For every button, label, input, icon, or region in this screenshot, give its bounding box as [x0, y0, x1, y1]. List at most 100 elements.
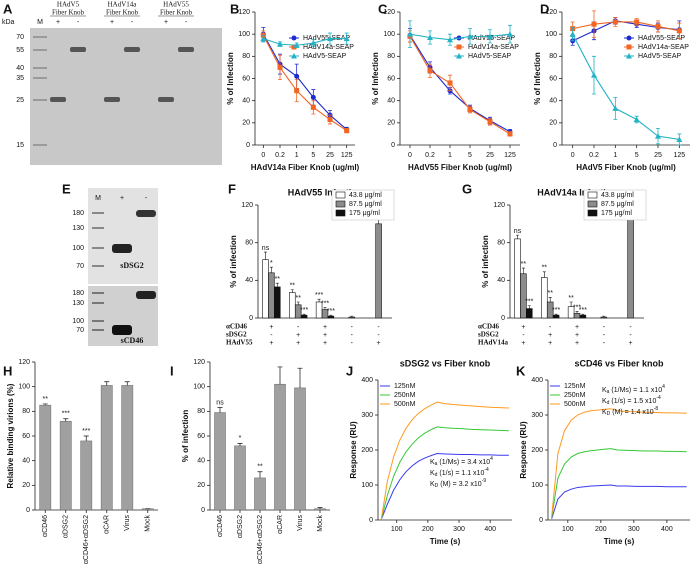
x-tick-label: 100 [391, 526, 403, 533]
significance-label: ** [542, 265, 548, 272]
x-tick-label: 1 [613, 152, 617, 159]
panel-label: F [228, 181, 236, 196]
condition-sign: + [521, 340, 525, 347]
condition-sign: - [629, 332, 632, 339]
y-tick-label: 0 [539, 517, 543, 524]
error-bar [329, 314, 333, 317]
y-tick-label: 0 [391, 142, 395, 149]
y-axis-label: Relative binding virions (%) [6, 383, 15, 488]
condition-sign: - [270, 332, 273, 339]
ladder-label: 35 [16, 75, 24, 82]
x-tick-label: 0.2 [589, 152, 599, 159]
error-bar [269, 266, 273, 273]
y-axis-label: % of infection [181, 410, 190, 463]
significance-label: ** [257, 464, 263, 471]
constant-subscript: a [607, 389, 610, 395]
legend-label: 43.8 μg/ml [349, 192, 382, 199]
lane-sign: + [56, 19, 60, 26]
significance-label: *** [62, 411, 70, 418]
constant-subscript: D [607, 411, 611, 417]
y-tick-label: 0 [553, 142, 557, 149]
marker [427, 68, 433, 74]
error-bar [296, 301, 300, 305]
marker [291, 53, 297, 59]
condition-sign: + [575, 324, 579, 331]
band [112, 244, 132, 253]
legend-swatch [335, 209, 346, 217]
ladder-label: 100 [72, 245, 84, 252]
marker [294, 88, 300, 94]
constant-exponent: 4 [662, 384, 665, 390]
significance-label: ** [521, 261, 527, 268]
condition-label: HAdV55 [226, 339, 253, 347]
error-bar [264, 251, 268, 260]
y-tick-label: 400 [531, 377, 543, 384]
lane-group-title: Fiber Knob [106, 9, 139, 17]
constant-subscript: a [435, 461, 438, 467]
legend-label: 500nM [394, 401, 416, 408]
kinetic-constant: Kd (1/s) = 1.5 x10-4 [602, 395, 661, 406]
series-line [380, 401, 509, 521]
error-bar [521, 267, 525, 274]
x-tick-label: 200 [422, 526, 434, 533]
significance-label: * [239, 435, 242, 442]
y-tick-label: 80 [22, 408, 30, 415]
kinetic-constant: Ka (1/Ms) = 3.4 x104 [430, 456, 493, 467]
significance-label: ns [514, 228, 522, 235]
y-axis-label: % of Infection [533, 52, 542, 105]
constant-text: (1/Ms) = 3.4 x10 [437, 459, 490, 466]
bar [294, 387, 306, 511]
marker [591, 21, 597, 27]
bar [327, 315, 335, 319]
y-tick-label: 200 [531, 447, 543, 454]
significance-label: *** [327, 308, 335, 315]
x-tick-label: 0 [571, 152, 575, 159]
y-tick-label: 40 [245, 277, 253, 284]
y-tick-label: 0 [249, 315, 253, 322]
y-tick-label: 400 [361, 377, 373, 384]
significance-label: ** [290, 283, 296, 290]
condition-sign: + [629, 340, 633, 347]
bar [600, 316, 608, 319]
error-bar [63, 418, 69, 422]
x-tick-label: 0.2 [275, 152, 285, 159]
ladder-label: 180 [72, 290, 84, 297]
marker [487, 33, 493, 39]
constant-text: (1/s) = 1.5 x10 [609, 398, 656, 405]
y-axis-label: % of infection [481, 235, 490, 288]
panel-label: J [346, 363, 353, 378]
marker [447, 36, 453, 43]
error-bar [569, 301, 573, 307]
marker [310, 40, 317, 46]
bar [627, 215, 634, 319]
error-bar [542, 271, 546, 278]
bar [300, 314, 308, 319]
error-bar [548, 296, 552, 302]
ladder-band [92, 320, 104, 322]
y-tick-label: 120 [193, 359, 205, 366]
lane-sign: + [164, 19, 168, 26]
condition-label: HAdV14a [478, 339, 508, 347]
constant-exponent: -4 [484, 467, 489, 473]
error-bar [257, 471, 263, 478]
marker [676, 28, 682, 34]
marker [507, 31, 513, 37]
marker [310, 94, 316, 100]
lane-label: M [95, 195, 101, 202]
x-tick-label: Mock [145, 515, 152, 532]
y-tick-label: 120 [18, 359, 30, 366]
y-tick-label: 0 [369, 517, 373, 524]
legend-label: 175 μg/ml [349, 210, 380, 217]
x-tick-label: αCD46+αDSG2 [257, 515, 264, 564]
legend-label: 500nM [564, 401, 586, 408]
ladder-label: 55 [16, 47, 24, 54]
bar [262, 259, 269, 319]
constant-text: (M) = 3.2 x10 [438, 481, 481, 488]
constant-subscript: d [607, 400, 610, 406]
bar [100, 385, 113, 511]
marker [294, 73, 300, 79]
unit-label: kDa [2, 19, 15, 26]
constant-symbol: K [430, 470, 435, 477]
lane-sign: - [185, 19, 188, 26]
condition-label: sDSG2 [478, 331, 499, 339]
